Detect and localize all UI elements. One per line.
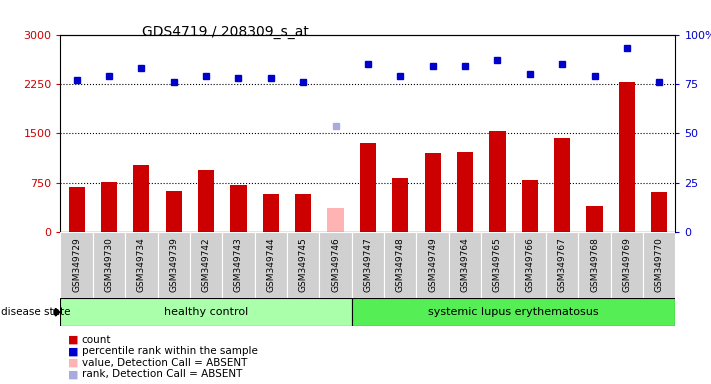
Bar [651, 192, 668, 232]
Bar [255, 232, 287, 298]
Text: GDS4719 / 208309_s_at: GDS4719 / 208309_s_at [142, 25, 309, 39]
Bar [198, 170, 214, 232]
Text: GSM349729: GSM349729 [72, 237, 81, 291]
Bar [287, 232, 319, 298]
Bar [384, 232, 417, 298]
Bar [60, 298, 352, 326]
Bar [417, 232, 449, 298]
Bar [295, 194, 311, 232]
Bar [424, 153, 441, 232]
Bar [223, 232, 255, 298]
Text: ■: ■ [68, 335, 78, 345]
Text: GSM349743: GSM349743 [234, 237, 243, 291]
Bar [133, 165, 149, 232]
Bar [513, 232, 546, 298]
Bar [190, 232, 223, 298]
Text: count: count [82, 335, 111, 345]
Bar [619, 82, 635, 232]
Text: GSM349766: GSM349766 [525, 237, 534, 292]
Bar [392, 178, 408, 232]
Bar [352, 232, 384, 298]
Text: percentile rank within the sample: percentile rank within the sample [82, 346, 257, 356]
Text: ■: ■ [68, 369, 78, 379]
Text: GSM349764: GSM349764 [461, 237, 469, 291]
Bar [60, 232, 93, 298]
Bar [125, 232, 158, 298]
Text: GSM349742: GSM349742 [202, 237, 210, 291]
Bar [93, 232, 125, 298]
Bar [643, 232, 675, 298]
Bar [352, 298, 675, 326]
Text: ■: ■ [68, 346, 78, 356]
Text: GSM349749: GSM349749 [428, 237, 437, 291]
Bar [263, 194, 279, 232]
Text: ■: ■ [68, 358, 78, 368]
Text: GSM349748: GSM349748 [396, 237, 405, 291]
Text: disease state: disease state [1, 307, 71, 317]
Bar [546, 232, 578, 298]
Text: GSM349768: GSM349768 [590, 237, 599, 292]
Text: GSM349765: GSM349765 [493, 237, 502, 292]
Text: rank, Detection Call = ABSENT: rank, Detection Call = ABSENT [82, 369, 242, 379]
Bar [449, 232, 481, 298]
Bar [101, 182, 117, 232]
Text: GSM349745: GSM349745 [299, 237, 308, 291]
Bar [489, 131, 506, 232]
Bar [360, 143, 376, 232]
Text: healthy control: healthy control [164, 307, 248, 317]
Text: GSM349744: GSM349744 [267, 237, 275, 291]
Bar [587, 206, 603, 232]
Bar [522, 180, 538, 232]
Bar [457, 152, 473, 232]
Text: GSM349746: GSM349746 [331, 237, 340, 291]
Bar [328, 208, 343, 232]
Bar [554, 138, 570, 232]
Bar [230, 185, 247, 232]
Bar [166, 192, 182, 232]
Text: GSM349739: GSM349739 [169, 237, 178, 292]
Text: GSM349734: GSM349734 [137, 237, 146, 291]
Text: value, Detection Call = ABSENT: value, Detection Call = ABSENT [82, 358, 247, 368]
Text: GSM349769: GSM349769 [622, 237, 631, 292]
Bar [481, 232, 513, 298]
Bar [158, 232, 190, 298]
Bar [578, 232, 611, 298]
Text: GSM349767: GSM349767 [557, 237, 567, 292]
Bar [611, 232, 643, 298]
Text: GSM349770: GSM349770 [655, 237, 664, 292]
Text: systemic lupus erythematosus: systemic lupus erythematosus [428, 307, 599, 317]
Bar [319, 232, 352, 298]
Text: GSM349730: GSM349730 [105, 237, 114, 292]
Bar [68, 187, 85, 232]
Text: GSM349747: GSM349747 [363, 237, 373, 291]
